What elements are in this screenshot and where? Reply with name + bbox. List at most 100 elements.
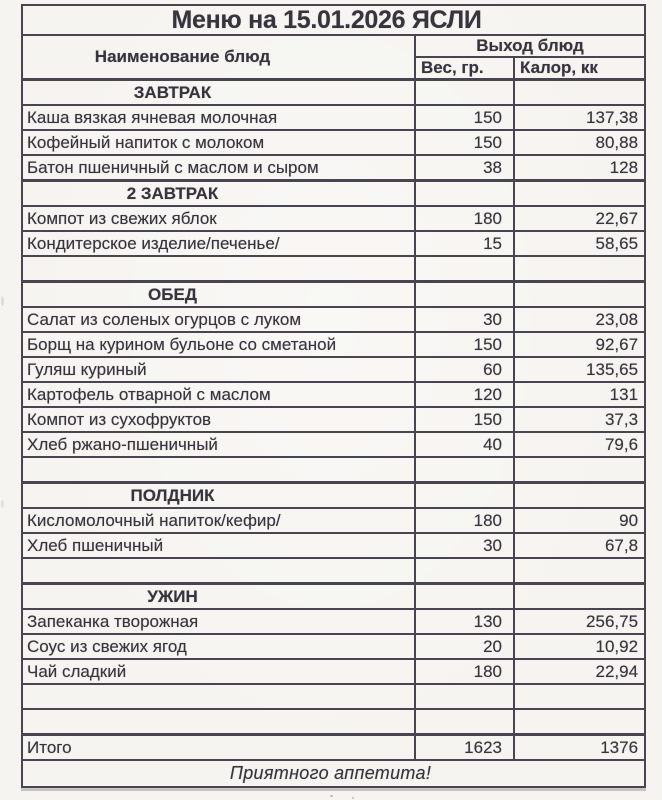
section-title: УЖИН: [21, 582, 416, 610]
weight-cell: 150: [414, 129, 515, 156]
dish-name-cell: Гуляш куриный: [21, 356, 416, 383]
calories-cell: 79,6: [512, 431, 647, 458]
page-title: Меню на 15.01.2026 ЯСЛИ: [20, 4, 647, 36]
scan-artifact: [1, 296, 4, 306]
menu-item-row: Хлеб ржано-пшеничный 40 79,6: [21, 431, 647, 458]
weight-cell: 120: [414, 381, 515, 408]
menu-item-row: Картофель отварной с маслом 120 131: [21, 381, 647, 408]
empty-cell: [414, 78, 515, 106]
footer-text: Приятного аппетита!: [20, 759, 647, 788]
empty-cell: [512, 708, 647, 736]
empty-row: [21, 456, 647, 484]
dish-name-cell: Компот из свежих яблок: [21, 205, 416, 232]
section-row-lunch: ОБЕД: [21, 280, 647, 308]
calories-cell: 58,65: [512, 230, 647, 257]
dish-name-cell: Кисломолочный напиток/кефир/: [21, 507, 416, 534]
menu-item-row: Компот из сухофруктов 150 37,3: [21, 406, 647, 433]
weight-cell: 150: [414, 104, 515, 131]
weight-cell: 15: [414, 230, 515, 257]
calories-cell: 90: [512, 507, 647, 534]
calories-cell: 131: [512, 381, 647, 408]
menu-item-row: Кисломолочный напиток/кефир/ 180 90: [21, 507, 647, 534]
col-header-output: Выход блюд: [413, 34, 647, 58]
col-header-calories: Калор, кк: [512, 56, 647, 81]
section-row-dinner: УЖИН: [21, 582, 647, 610]
total-weight: 1623: [414, 733, 515, 761]
title-row: Меню на 15.01.2026 ЯСЛИ: [20, 4, 647, 36]
menu-item-row: Гуляш куриный 60 135,65: [21, 356, 647, 383]
empty-row: [21, 255, 647, 283]
dish-name-cell: Компот из сухофруктов: [21, 406, 416, 433]
empty-cell: [512, 255, 647, 283]
calories-cell: 67,8: [512, 532, 647, 559]
dish-name-cell: Салат из соленых огурцов с луком: [21, 306, 416, 333]
scan-artifact: [1, 500, 4, 508]
menu-item-row: Кофейный напиток с молоком 150 80,88: [21, 129, 647, 156]
empty-cell: [512, 481, 647, 509]
weight-cell: 30: [414, 532, 515, 559]
empty-cell: [512, 557, 647, 585]
empty-cell: [414, 582, 515, 610]
empty-cell: [414, 255, 515, 283]
empty-cell: [21, 255, 416, 283]
empty-cell: [414, 557, 515, 585]
scan-artifact: [352, 797, 354, 799]
weight-cell: 130: [414, 608, 515, 635]
empty-cell: [414, 481, 515, 509]
weight-cell: 38: [414, 154, 515, 182]
col-header-name: Наименование блюд: [21, 34, 416, 81]
dish-name-cell: Хлеб ржано-пшеничный: [21, 431, 416, 458]
weight-cell: 30: [414, 306, 515, 333]
dish-name-cell: Кондитерское изделие/печенье/: [21, 230, 416, 257]
calories-cell: 10,92: [512, 633, 647, 660]
empty-cell: [512, 78, 647, 106]
empty-cell: [512, 179, 647, 207]
total-calories: 1376: [512, 733, 647, 761]
empty-cell: [21, 708, 416, 736]
section-title: 2 ЗАВТРАК: [21, 179, 416, 207]
weight-cell: 60: [414, 356, 515, 383]
scan-artifact: [330, 795, 333, 797]
empty-cell: [512, 280, 647, 308]
calories-cell: 37,3: [512, 406, 647, 433]
empty-cell: [512, 456, 647, 484]
section-title: ПОЛДНИК: [21, 481, 416, 509]
menu-item-row: Соус из свежих ягод 20 10,92: [21, 633, 647, 660]
weight-cell: 150: [414, 331, 515, 358]
empty-row: [21, 557, 647, 585]
header-row-2: Вес, гр. Калор, кк: [22, 56, 647, 81]
empty-cell: [414, 280, 515, 308]
section-row-snack: ПОЛДНИК: [21, 481, 647, 509]
menu-item-row: Борщ на курином бульоне со сметаной 150 …: [21, 331, 647, 358]
calories-cell: 22,67: [512, 205, 647, 232]
menu-item-row: Запеканка творожная 130 256,75: [21, 608, 647, 635]
section-row-second-breakfast: 2 ЗАВТРАК: [21, 179, 647, 207]
section-title: ЗАВТРАК: [21, 78, 416, 106]
weight-cell: 40: [414, 431, 515, 458]
section-row-breakfast: ЗАВТРАК: [21, 78, 647, 106]
calories-cell: 256,75: [512, 608, 647, 635]
dish-name-cell: Чай сладкий: [21, 658, 416, 685]
dish-name-cell: Батон пшеничный с маслом и сыром: [21, 154, 416, 182]
menu-item-row: Компот из свежих яблок 180 22,67: [21, 205, 647, 232]
dish-name-cell: Хлеб пшеничный: [21, 532, 416, 559]
dish-name-cell: Борщ на курином бульоне со сметаной: [21, 331, 416, 358]
dish-name-cell: Соус из свежих ягод: [21, 633, 416, 660]
weight-cell: 180: [414, 205, 515, 232]
calories-cell: 80,88: [512, 129, 647, 156]
menu-table: Меню на 15.01.2026 ЯСЛИ Наименование блю…: [20, 4, 647, 788]
total-row: Итого 1623 1376: [21, 733, 647, 761]
menu-item-row: Каша вязкая ячневая молочная 150 137,38: [21, 104, 647, 131]
calories-cell: 22,94: [512, 658, 647, 685]
empty-cell: [512, 582, 647, 610]
col-header-weight: Вес, гр.: [414, 56, 515, 81]
section-title: ОБЕД: [21, 280, 416, 308]
menu-item-row: Салат из соленых огурцов с луком 30 23,0…: [21, 306, 647, 333]
dish-name-cell: Кофейный напиток с молоком: [21, 129, 416, 156]
calories-cell: 135,65: [512, 356, 647, 383]
calories-cell: 92,67: [512, 331, 647, 358]
empty-cell: [414, 456, 515, 484]
empty-row: [21, 708, 647, 736]
